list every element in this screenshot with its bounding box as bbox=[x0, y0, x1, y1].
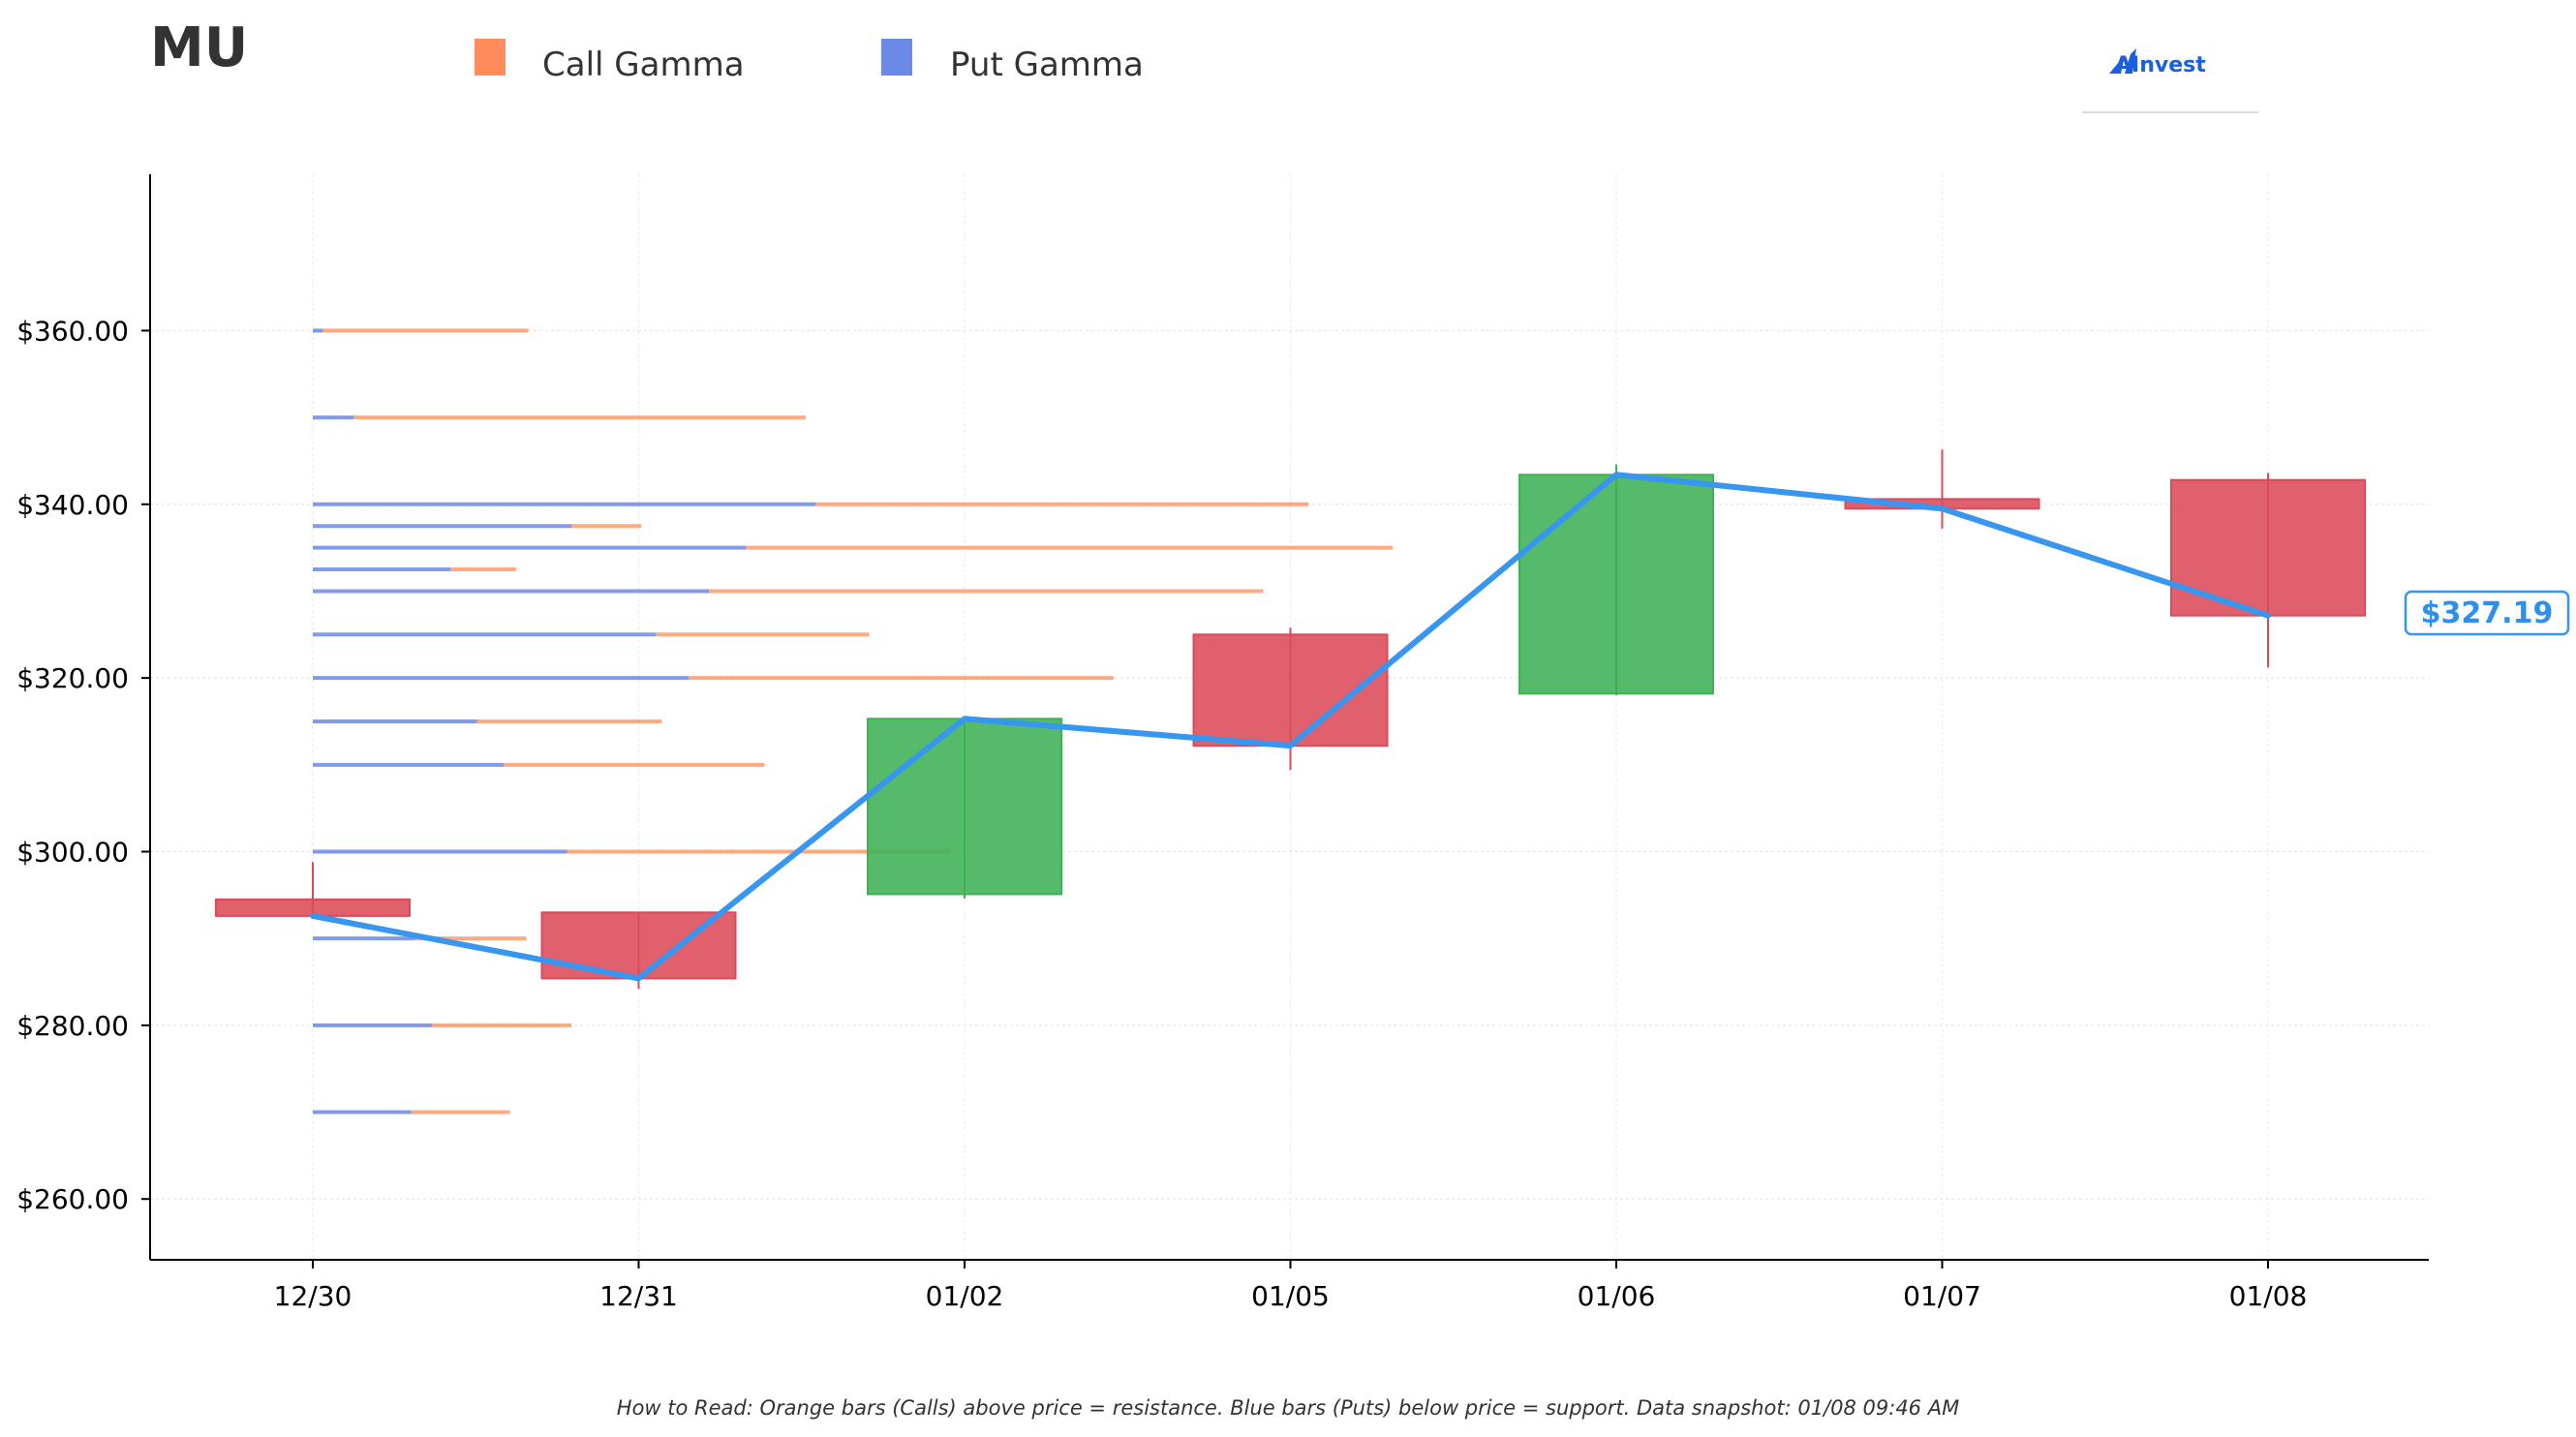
x-tick-label: 12/30 bbox=[274, 1280, 353, 1312]
legend-put-label: Put Gamma bbox=[950, 46, 1144, 84]
legend-put-swatch bbox=[881, 39, 912, 76]
current-price-box bbox=[2404, 590, 2570, 636]
x-tick-label: 01/06 bbox=[1578, 1280, 1656, 1312]
y-tick-label: $320.00 bbox=[16, 662, 129, 694]
x-tick-label: 12/31 bbox=[599, 1280, 678, 1312]
current-price-label: $327.19 bbox=[2421, 596, 2554, 630]
price-line bbox=[310, 472, 2271, 982]
gamma-bars bbox=[313, 328, 1394, 1115]
y-tick-label: $280.00 bbox=[16, 1010, 129, 1042]
x-tick-label: 01/08 bbox=[2229, 1280, 2308, 1312]
current-price-badge: $327.19 bbox=[2404, 590, 2570, 636]
y-tick-label: $300.00 bbox=[16, 837, 129, 869]
how-to-read-footnote: How to Read: Orange bars (Calls) above p… bbox=[617, 1396, 1959, 1420]
ticker-title: MU bbox=[150, 16, 248, 79]
x-tick-label: 01/07 bbox=[1903, 1280, 1981, 1312]
brand-logo-icon bbox=[2109, 56, 2125, 74]
brand-logo-icon-2 bbox=[2125, 48, 2136, 74]
y-tick-label: $360.00 bbox=[16, 315, 129, 347]
brand-name: AInvest bbox=[2115, 53, 2206, 77]
y-tick-label: $340.00 bbox=[16, 489, 129, 521]
legend-call-swatch bbox=[475, 39, 506, 76]
price-line-layer bbox=[310, 472, 2271, 982]
x-tick-label: 01/05 bbox=[1251, 1280, 1330, 1312]
legend: Call Gamma Put Gamma bbox=[475, 39, 1144, 84]
x-tick-label: 01/02 bbox=[926, 1280, 1004, 1312]
brand-logo[interactable]: AInvest bbox=[2082, 48, 2258, 113]
y-tick-label: $260.00 bbox=[16, 1183, 129, 1215]
axes: $260.00 $280.00 $300.00 $320.00 $340.00 $360.… bbox=[16, 174, 2429, 1312]
legend-call-label: Call Gamma bbox=[542, 46, 745, 84]
